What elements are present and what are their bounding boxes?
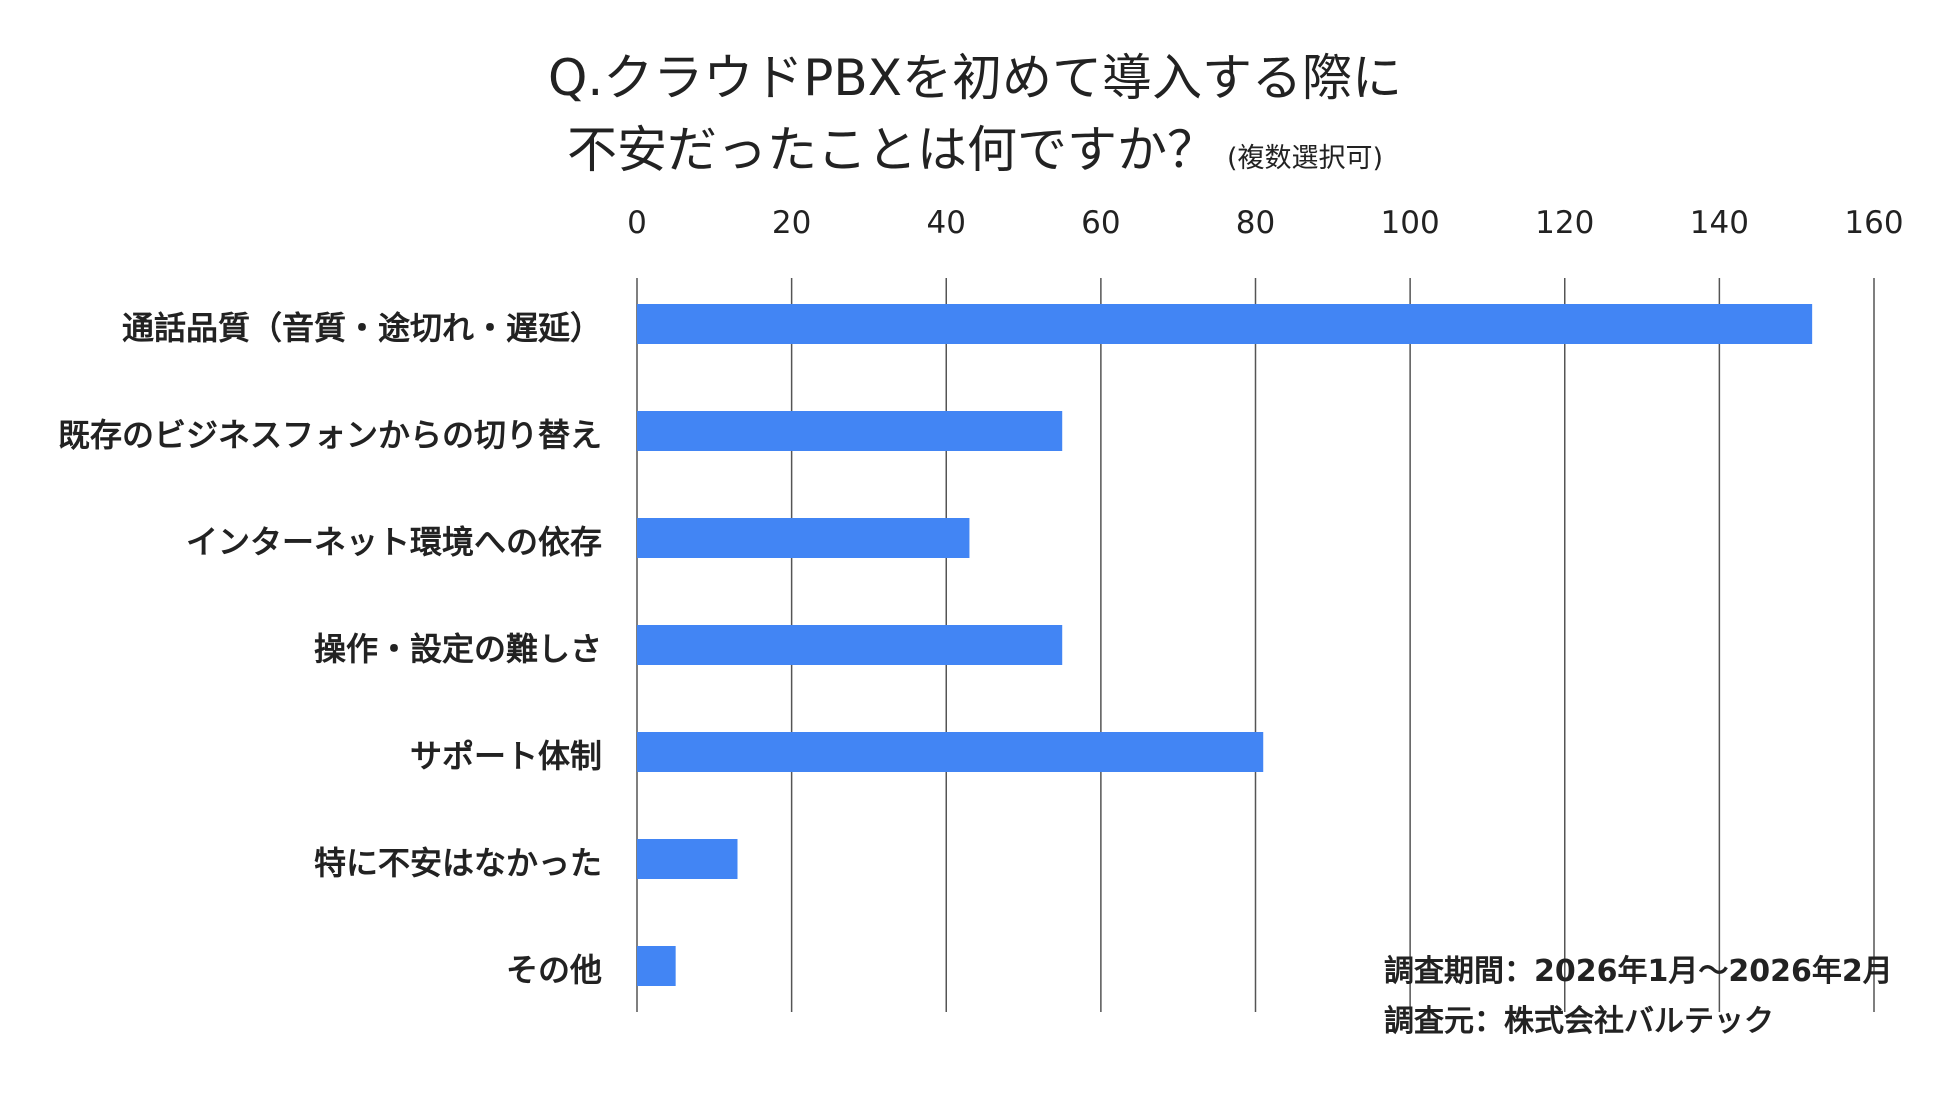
category-label-4: サポート体制 [409,737,602,775]
survey-source-note: 調査元：株式会社バルテック [1384,1004,1774,1039]
chart-title-line2-text: 不安だったことは何ですか？ [566,121,1217,179]
category-label-0: 通話品質（音質・途切れ・遅延） [121,309,602,347]
survey-period-note: 調査期間：2026年1月〜2026年2月 [1384,954,1893,989]
category-label-2: インターネット環境への依存 [185,523,602,561]
bar-1 [637,411,1063,451]
chart-title-note: (複数選択可) [1226,143,1384,174]
bar-4 [637,732,1264,772]
category-label-1: 既存のビジネスフォンからの切り替え [57,416,602,454]
x-tick-label-60: 60 [1081,205,1121,241]
category-label-6: その他 [505,951,602,989]
x-tick-label-140: 140 [1689,205,1749,241]
x-tick-label-100: 100 [1380,205,1440,241]
bar-0 [637,304,1813,344]
bar-2 [637,518,970,558]
bar-5 [637,839,738,879]
category-label-5: 特に不安はなかった [313,844,602,882]
x-tick-label-40: 40 [926,205,966,241]
x-tick-label-80: 80 [1235,205,1276,241]
bar-3 [637,625,1063,665]
x-tick-label-0: 0 [627,205,647,241]
x-tick-label-120: 120 [1535,205,1595,241]
bar-6 [637,946,676,986]
chart-title-line2: 不安だったことは何ですか？ (複数選択可) [0,110,1950,182]
chart-title: Q.クラウドPBXを初めて導入する際に [548,49,1402,107]
x-tick-label-20: 20 [771,205,812,241]
x-tick-label-160: 160 [1844,205,1904,241]
category-label-3: 操作・設定の難しさ [313,630,602,668]
